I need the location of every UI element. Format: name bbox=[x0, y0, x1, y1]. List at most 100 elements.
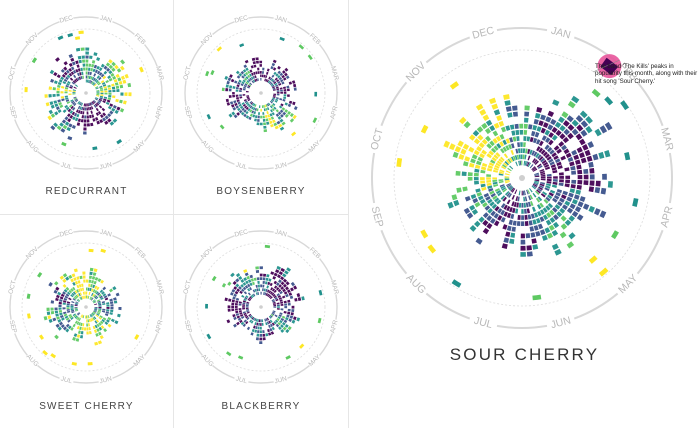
heat-cell bbox=[94, 307, 98, 310]
heat-cell bbox=[243, 86, 247, 89]
heat-cell bbox=[486, 153, 492, 159]
heat-cell bbox=[552, 179, 558, 182]
heat-cell bbox=[288, 318, 292, 323]
heat-cell bbox=[92, 118, 96, 122]
heat-cell bbox=[458, 153, 465, 160]
heat-cell bbox=[535, 190, 540, 195]
heat-cell bbox=[70, 57, 75, 62]
heat-cell bbox=[91, 280, 95, 284]
heat-cell bbox=[296, 293, 301, 298]
heat-cell bbox=[488, 162, 495, 167]
heat-cell bbox=[568, 192, 574, 198]
heat-cell bbox=[519, 129, 524, 135]
heat-cell bbox=[100, 80, 105, 84]
heat-cell bbox=[247, 283, 251, 288]
heat-cell bbox=[65, 76, 69, 81]
heat-cell bbox=[72, 336, 76, 341]
heat-cell bbox=[79, 326, 82, 330]
heat-cell bbox=[66, 303, 70, 306]
heat-cell bbox=[60, 76, 65, 81]
heat-cell bbox=[493, 183, 499, 188]
heat-cell bbox=[92, 300, 96, 303]
heat-cell-outlier bbox=[50, 353, 57, 359]
heat-cell bbox=[245, 315, 249, 319]
heat-cell bbox=[533, 119, 539, 125]
heat-cell bbox=[80, 119, 84, 123]
heat-cell bbox=[559, 231, 567, 239]
heat-cell bbox=[98, 67, 103, 72]
heat-cell bbox=[499, 184, 505, 188]
heat-cell bbox=[487, 168, 493, 172]
heat-cell bbox=[272, 119, 276, 123]
outer-ring-segment bbox=[144, 333, 158, 356]
heat-cell bbox=[261, 105, 264, 108]
heat-cell bbox=[257, 112, 260, 115]
heat-cell bbox=[533, 181, 539, 185]
heat-cell bbox=[108, 70, 113, 75]
outer-ring-segment bbox=[319, 258, 333, 281]
heat-cell bbox=[576, 124, 584, 132]
heat-cell bbox=[81, 283, 84, 287]
heat-cell bbox=[71, 100, 75, 104]
heat-cell bbox=[92, 317, 96, 321]
heat-cell bbox=[245, 67, 249, 71]
heat-cell bbox=[491, 156, 497, 162]
heat-cell bbox=[250, 315, 254, 319]
heat-cell bbox=[238, 303, 242, 306]
heat-cell bbox=[116, 106, 121, 111]
heat-cell bbox=[248, 83, 252, 87]
heat-cell bbox=[470, 193, 477, 200]
outer-ring-segment bbox=[112, 365, 135, 379]
heat-cell bbox=[107, 97, 112, 101]
heat-cell bbox=[580, 129, 588, 137]
heat-cell bbox=[100, 73, 105, 78]
heat-cell bbox=[536, 189, 541, 194]
heat-cell bbox=[242, 69, 247, 73]
heat-cell bbox=[474, 201, 481, 208]
heat-cell bbox=[111, 107, 116, 112]
heat-cell bbox=[534, 113, 541, 119]
heat-cell bbox=[108, 64, 114, 70]
heat-cell bbox=[266, 274, 270, 278]
heat-cell bbox=[272, 102, 276, 106]
heat-cell bbox=[266, 71, 269, 75]
heat-cell bbox=[284, 270, 289, 275]
heat-cell bbox=[264, 115, 268, 119]
month-label-feb: FEB bbox=[133, 246, 147, 260]
heat-cell bbox=[272, 276, 277, 280]
heat-cell bbox=[242, 286, 247, 291]
heat-cell bbox=[495, 135, 502, 142]
heat-cell bbox=[261, 74, 264, 78]
heat-cell bbox=[94, 290, 98, 294]
heat-cell bbox=[108, 59, 113, 64]
heat-cell bbox=[89, 271, 93, 276]
chart-boysenberry: JAN FEB MAR APR MAY JUN JUL AUG SEP OCT NOV DEC BOY… bbox=[174, 0, 348, 214]
heat-cell bbox=[60, 85, 65, 89]
heat-cell bbox=[49, 69, 55, 75]
heat-cell bbox=[283, 91, 287, 94]
heat-cell bbox=[527, 162, 532, 168]
heat-cell bbox=[91, 81, 94, 85]
heat-cell bbox=[552, 181, 558, 185]
heat-cell bbox=[255, 71, 258, 75]
heat-cell bbox=[505, 106, 512, 112]
heat-cell bbox=[232, 86, 236, 89]
heat-cell bbox=[504, 178, 510, 181]
heat-cell bbox=[112, 118, 118, 123]
heat-cell bbox=[254, 118, 257, 122]
heat-cell bbox=[491, 103, 499, 110]
heat-cell bbox=[225, 98, 229, 103]
heat-cell bbox=[475, 188, 481, 193]
heat-cell bbox=[250, 101, 254, 105]
heat-cell bbox=[227, 308, 231, 312]
heat-cell bbox=[62, 278, 67, 283]
heat-cell bbox=[286, 314, 290, 318]
heat-cell bbox=[560, 223, 568, 230]
month-label-sep: SEP bbox=[369, 205, 386, 228]
heat-cell bbox=[235, 313, 240, 316]
heat-cell bbox=[87, 107, 90, 111]
heat-cell bbox=[255, 318, 258, 322]
heat-cell bbox=[547, 124, 554, 131]
heat-cell bbox=[279, 118, 284, 123]
heat-cell bbox=[556, 161, 562, 166]
